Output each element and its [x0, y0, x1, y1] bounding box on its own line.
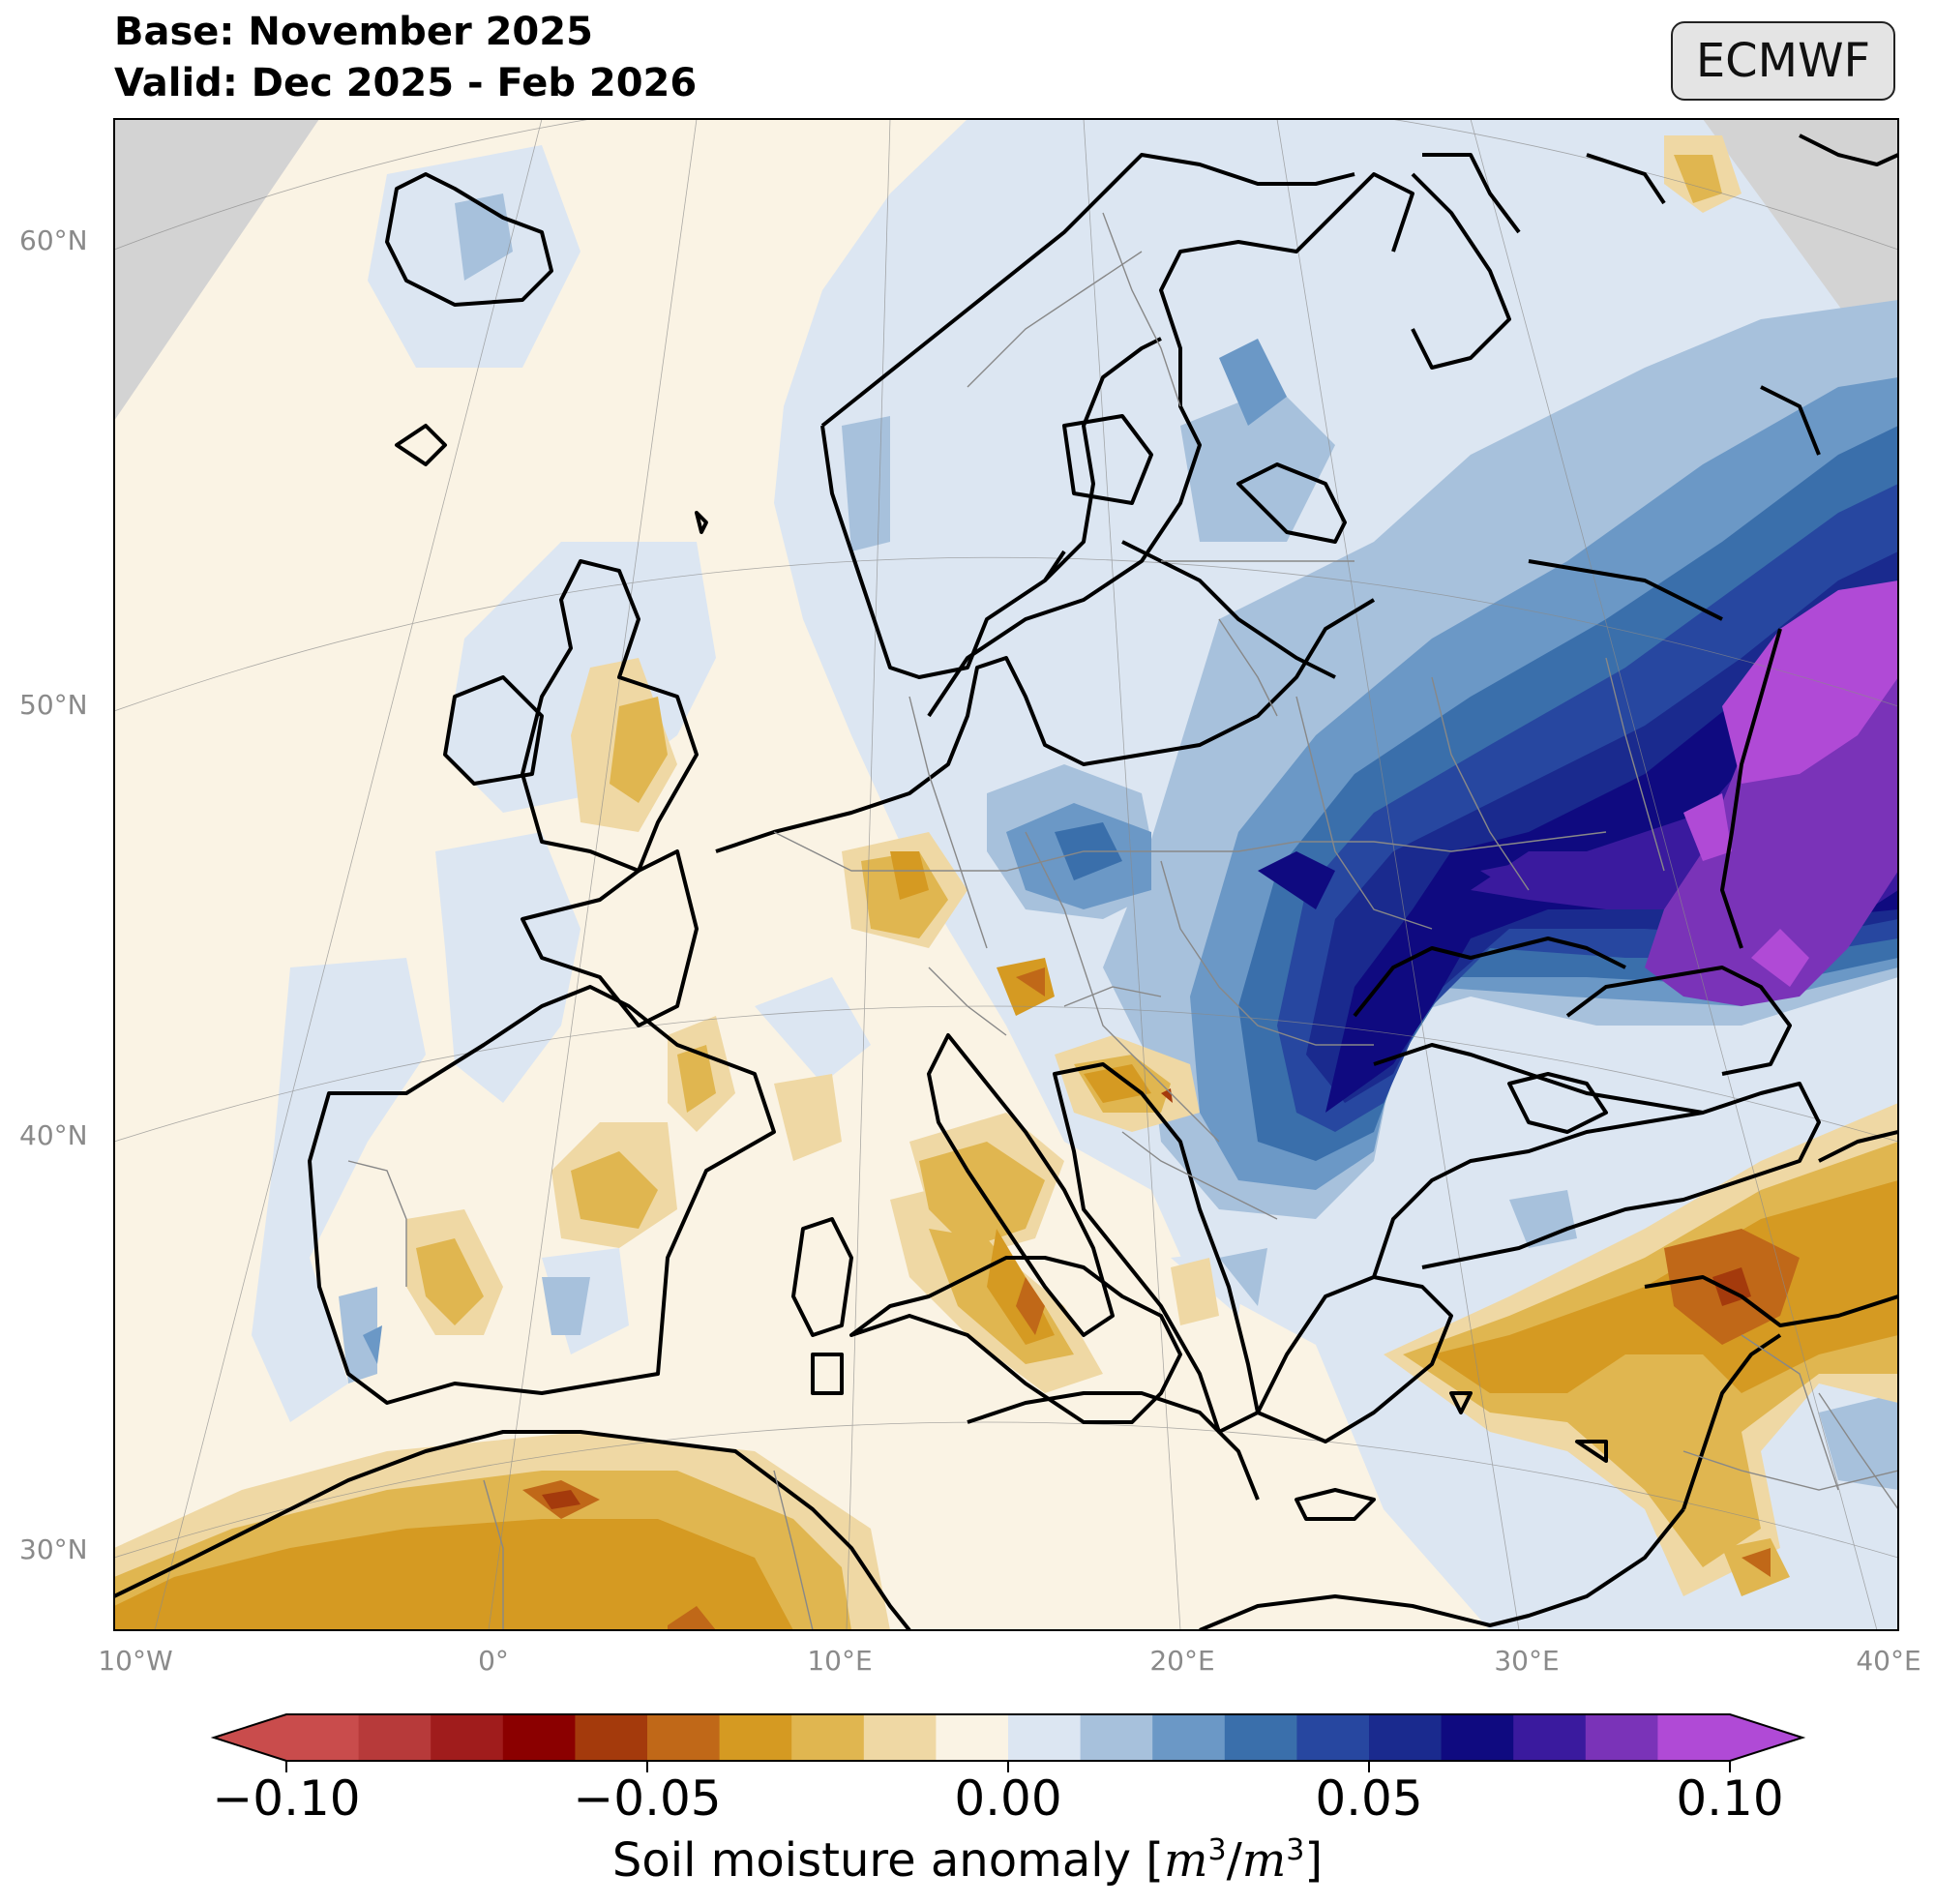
colorbar-cell [1080, 1714, 1153, 1761]
outside-domain-left [114, 119, 319, 421]
lon-label-30e: 30°E [1494, 1645, 1560, 1677]
colorbar-cell [936, 1714, 1009, 1761]
coastlines [114, 134, 1898, 1630]
colorbar-tick-label: 0.10 [1676, 1770, 1784, 1827]
colorbar-cell [647, 1714, 721, 1761]
colorbar-cell [1657, 1714, 1731, 1761]
colorbar-cell [1441, 1714, 1514, 1761]
title-valid: Valid: Dec 2025 - Feb 2026 [114, 61, 698, 105]
colorbar-cell [1296, 1714, 1370, 1761]
map-field [114, 119, 1898, 1630]
lon-label-10e: 10°E [807, 1645, 873, 1677]
colorbar-cell [1585, 1714, 1658, 1761]
graticule [114, 119, 1898, 1630]
lon-label-10w: 10°W [98, 1645, 173, 1677]
colorbar-label-prefix: Soil moisture anomaly [ [611, 1833, 1164, 1888]
colorbar-cell [358, 1714, 432, 1761]
colorbar-label-unit-exp: 3 [1207, 1833, 1227, 1867]
country-borders [347, 212, 1898, 1630]
lon-label-40e: 40°E [1856, 1645, 1921, 1677]
ecmwf-badge: ECMWF [1671, 21, 1895, 101]
ecmwf-badge-text: ECMWF [1695, 34, 1871, 88]
title-base: Base: November 2025 [114, 10, 593, 54]
colorbar-cell [1152, 1714, 1226, 1761]
colorbar-cell [431, 1714, 504, 1761]
colorbar-cells [286, 1714, 1731, 1761]
colorbar-tick-label: 0.05 [1315, 1770, 1423, 1827]
colorbar-cell [1513, 1714, 1587, 1761]
colorbar-label-unit-exp2: 3 [1286, 1833, 1305, 1867]
colorbar-tick-label: −0.10 [212, 1770, 361, 1827]
lat-label-40n: 40°N [19, 1119, 88, 1151]
colorbar-label: Soil moisture anomaly [m3/m3] [0, 1833, 1935, 1888]
colorbar-cell [286, 1714, 360, 1761]
colorbar-label-suffix: ] [1304, 1833, 1324, 1888]
colorbar-cell [575, 1714, 648, 1761]
map-frame [113, 118, 1899, 1631]
lat-label-30n: 30°N [19, 1533, 88, 1565]
colorbar-extend-min [214, 1714, 286, 1761]
colorbar-label-unit-sep: / [1226, 1833, 1242, 1888]
anomaly-violet [1683, 580, 1898, 987]
lat-label-50n: 50°N [19, 689, 88, 721]
colorbar-cell [1369, 1714, 1443, 1761]
colorbar-cell [1224, 1714, 1297, 1761]
colorbar-cell [719, 1714, 792, 1761]
colorbar-ticks [285, 1761, 1731, 1772]
lon-label-20e: 20°E [1149, 1645, 1215, 1677]
colorbar-tick-label: 0.00 [954, 1770, 1062, 1827]
lon-label-0: 0° [478, 1645, 509, 1677]
colorbar-tick-label: −0.05 [573, 1770, 722, 1827]
colorbar-cell [863, 1714, 937, 1761]
colorbar-cell [502, 1714, 576, 1761]
colorbar-cell [1008, 1714, 1082, 1761]
colorbar-label-unit-num: m [1163, 1833, 1208, 1888]
lat-label-60n: 60°N [19, 224, 88, 256]
colorbar-extend-max [1730, 1714, 1802, 1761]
colorbar-label-unit-den: m [1241, 1833, 1287, 1888]
colorbar-cell [791, 1714, 865, 1761]
